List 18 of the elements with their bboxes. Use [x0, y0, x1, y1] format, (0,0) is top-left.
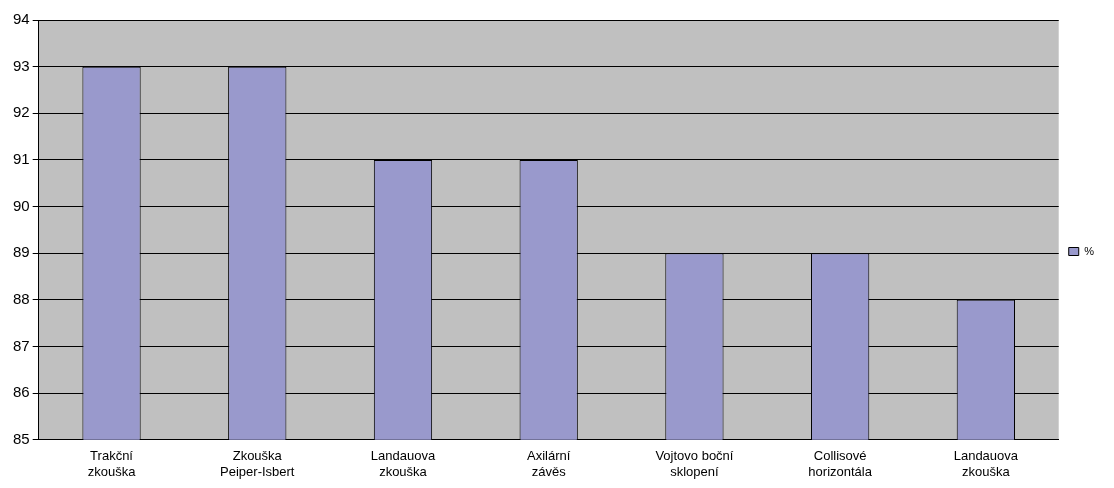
y-tick-label: 89: [13, 243, 30, 261]
y-tick-label: 93: [13, 56, 30, 74]
y-tick-label: 86: [13, 383, 30, 401]
y-tick-label: 94: [13, 10, 30, 28]
y-tick-label: 87: [13, 336, 30, 354]
y-tick-label: 90: [13, 196, 30, 214]
x-tick-label: Trakční zkouška: [87, 448, 137, 479]
legend-label: %: [1084, 244, 1095, 257]
y-tick-label: 91: [13, 150, 30, 168]
x-tick-label: Landauova zkouška: [953, 448, 1019, 479]
x-tick-label: Zkouška Peiper-Isbert: [220, 448, 295, 479]
y-tick-label: 88: [13, 290, 30, 308]
y-tick-label: 92: [13, 103, 30, 121]
x-tick-label: Vojtovo boční sklopení: [655, 448, 734, 479]
x-tick-label: Axilární závěs: [527, 448, 571, 479]
x-tick-label: Landauova zkouška: [370, 448, 436, 479]
x-tick-label: Collisové horizontála: [808, 448, 873, 479]
y-tick-label: 85: [13, 429, 30, 447]
